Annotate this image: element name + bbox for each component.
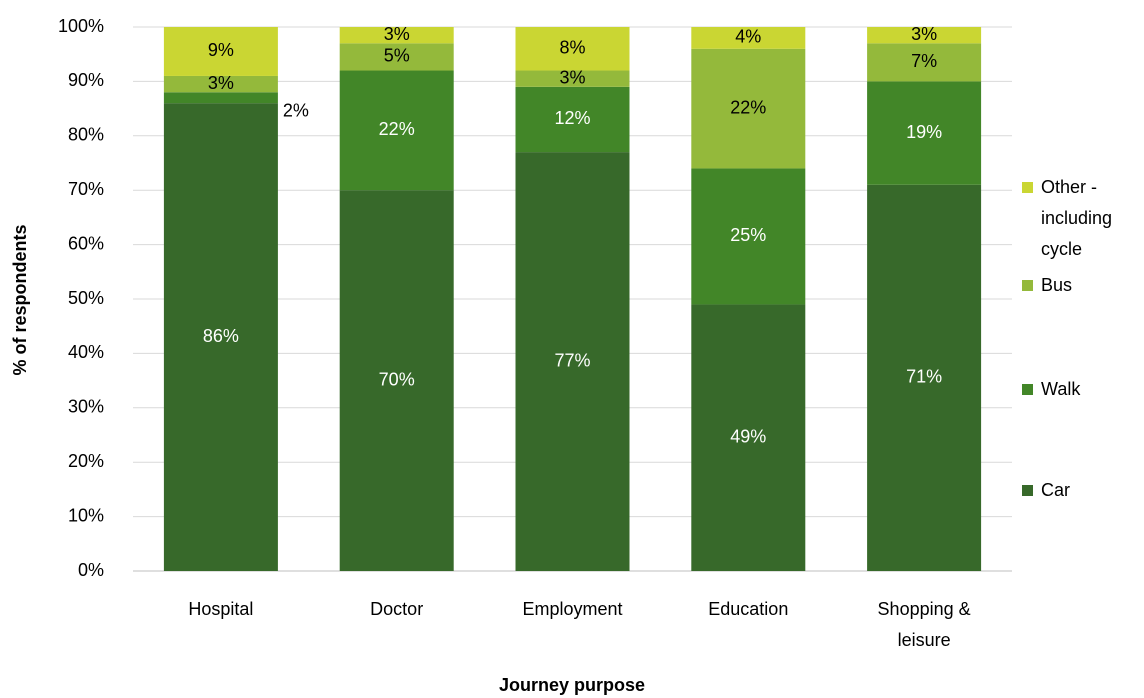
data-label: 70% [379, 369, 415, 389]
y-tick-label: 90% [68, 70, 104, 90]
data-label: 3% [384, 24, 410, 44]
bar-segment [867, 184, 982, 571]
data-label: 5% [384, 46, 410, 66]
data-label: 86% [203, 326, 239, 346]
data-label: 8% [559, 38, 585, 58]
x-tick-label: Employment [522, 599, 623, 619]
bar-segment [163, 92, 278, 104]
y-tick-label: 50% [68, 288, 104, 308]
x-tick-label: Shopping & leisure [877, 599, 971, 650]
bar-segment [867, 27, 982, 44]
legend-swatch [1022, 485, 1033, 496]
legend-swatch [1022, 280, 1033, 291]
bar-segment [339, 43, 454, 71]
data-label: 19% [906, 122, 942, 142]
bar-segment [867, 81, 982, 185]
y-tick-label: 0% [78, 560, 104, 580]
data-label: 22% [379, 119, 415, 139]
y-tick-label: 70% [68, 179, 104, 199]
bar-segment [163, 27, 278, 76]
bar-segment [515, 152, 630, 571]
data-label: 7% [911, 51, 937, 71]
y-axis-title: % of respondents [10, 224, 30, 375]
data-label: 49% [730, 426, 766, 446]
data-label: 71% [906, 367, 942, 387]
data-label: 22% [730, 97, 766, 117]
legend-label: Bus [1041, 275, 1073, 295]
bar-segment [691, 27, 806, 49]
data-label: 2% [283, 100, 309, 120]
bar-segment [163, 75, 278, 93]
bar-segment [867, 43, 982, 82]
y-tick-label: 40% [68, 342, 104, 362]
bar-segment [691, 304, 806, 571]
bar-segment [691, 168, 806, 305]
y-tick-label: 20% [68, 451, 104, 471]
x-tick-label: Education [708, 599, 789, 619]
legend-label: Other - including cycle [1041, 177, 1113, 259]
legend-label: Walk [1041, 379, 1081, 399]
legend-swatch [1022, 384, 1033, 395]
data-label: 77% [554, 350, 590, 370]
x-axis-title: Journey purpose [499, 675, 645, 695]
bar-segment [339, 190, 454, 571]
y-tick-label: 100% [58, 16, 104, 36]
data-label: 3% [559, 67, 585, 87]
data-label: 4% [735, 27, 761, 47]
bar-segment [515, 70, 630, 87]
bar-segment [515, 86, 630, 153]
data-label: 12% [554, 108, 590, 128]
data-label: 3% [208, 73, 234, 93]
y-tick-label: 10% [68, 505, 104, 525]
bar-segment [163, 103, 278, 571]
y-tick-label: 60% [68, 233, 104, 253]
legend-label: Car [1041, 480, 1071, 500]
bar-segment [339, 27, 454, 44]
bar-segment [691, 48, 806, 169]
x-tick-label: Doctor [370, 599, 424, 619]
data-label: 3% [911, 24, 937, 44]
y-tick-label: 30% [68, 397, 104, 417]
data-label: 25% [730, 225, 766, 245]
bar-segment [339, 70, 454, 191]
legend-swatch [1022, 182, 1033, 193]
x-tick-label: Hospital [188, 599, 254, 619]
bar-segment [515, 27, 630, 71]
data-label: 9% [208, 40, 234, 60]
y-tick-label: 80% [68, 125, 104, 145]
